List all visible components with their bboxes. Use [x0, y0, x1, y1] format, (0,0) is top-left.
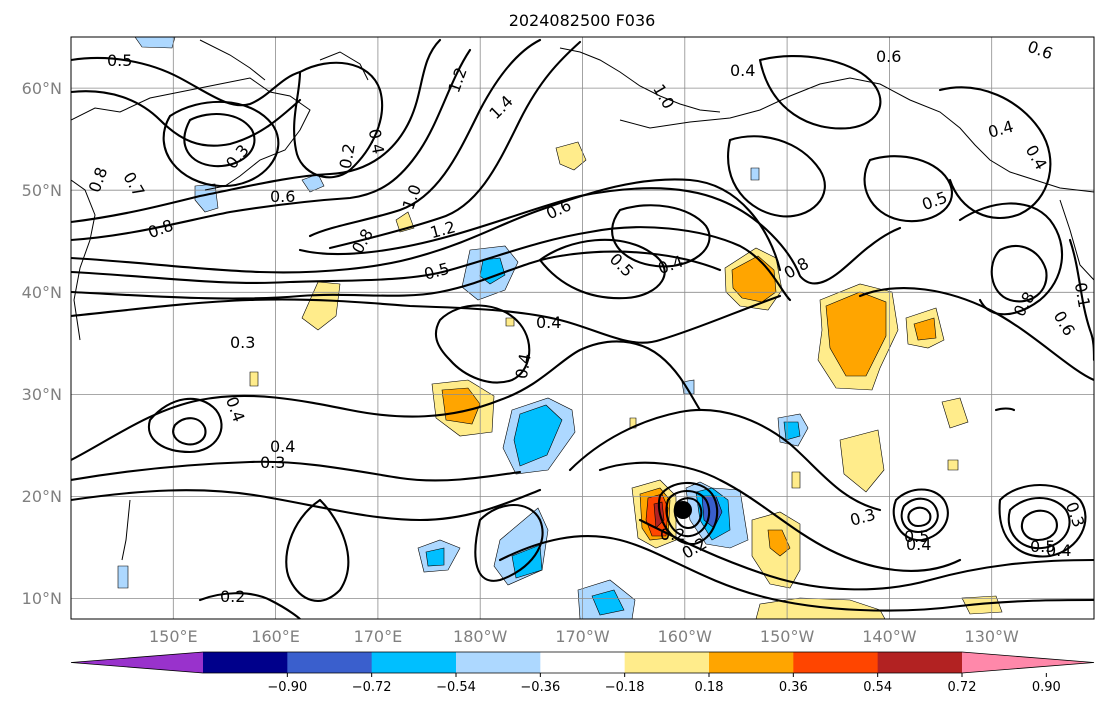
contour-lines	[71, 38, 1094, 619]
contour-label: 0.2	[660, 525, 685, 544]
lon-tick-label: 170°W	[555, 627, 610, 646]
coastlines	[71, 39, 1094, 561]
colorbar-tick-label: 0.72	[948, 680, 977, 695]
contour-label: 0.6	[876, 47, 901, 66]
lat-tick-label: 10°N	[22, 589, 62, 608]
colorbar-swatch	[709, 652, 794, 673]
colorbar-tick-label: −0.36	[520, 680, 560, 695]
map-title: 2024082500 F036	[509, 11, 656, 30]
contour-label: 0.5	[1030, 537, 1055, 556]
colorbar-swatch	[287, 652, 373, 673]
colorbar-swatch	[203, 652, 288, 673]
lon-tick-label: 150°E	[149, 627, 198, 646]
lon-tick-label: 180°W	[453, 627, 508, 646]
contour-label: 0.4	[730, 61, 755, 80]
lat-tick-label: 60°N	[22, 79, 62, 98]
colorbar-swatch	[624, 652, 710, 673]
colorbar-tick-label: −0.72	[352, 680, 392, 695]
contour-label: 0.2	[336, 142, 359, 170]
contour-label: 0.4	[512, 352, 535, 380]
contour-label: 0.5	[107, 51, 132, 70]
colorbar-swatch	[877, 652, 963, 673]
colorbar-tick-label: −0.90	[267, 680, 307, 695]
colorbar-tick-label: −0.54	[436, 680, 476, 695]
map-frame	[70, 36, 1095, 620]
lon-axis: 150°E 160°E 170°E 180°W 170°W 160°W 150°…	[149, 627, 1019, 646]
lon-tick-label: 170°E	[354, 627, 403, 646]
lat-tick-label: 40°N	[22, 283, 62, 302]
lon-tick-label: 150°W	[760, 627, 815, 646]
map-plot-area	[71, 37, 1094, 619]
contour-label: 0.3	[260, 453, 285, 472]
lon-tick-label: 160°E	[251, 627, 300, 646]
gridlines	[71, 37, 1094, 619]
contour-label: 0.4	[1046, 541, 1071, 560]
contour-label: 0.4	[906, 535, 931, 554]
colorbar-over-extension	[962, 652, 1094, 673]
contour-label: 0.2	[220, 587, 245, 606]
lon-tick-label: 140°W	[862, 627, 917, 646]
lon-tick-label: 160°W	[658, 627, 713, 646]
colorbar-tick-label: −0.18	[605, 680, 645, 695]
contour-label: 0.5	[904, 527, 929, 546]
lon-tick-label: 130°W	[965, 627, 1020, 646]
lat-tick-label: 20°N	[22, 487, 62, 506]
lat-axis: 10°N 20°N 30°N 40°N 50°N 60°N	[22, 79, 62, 608]
colorbar-tick-label: 0.54	[863, 680, 892, 695]
contour-label: 0.4	[270, 437, 295, 456]
contour-label: 0.4	[536, 313, 561, 332]
colorbar-swatch	[540, 652, 626, 673]
colorbar-swatch	[456, 652, 541, 673]
contour-label: 0.6	[270, 187, 295, 206]
colorbar-swatch	[793, 652, 879, 673]
lat-tick-label: 30°N	[22, 385, 62, 404]
colorbar-tick-label: 0.18	[695, 680, 724, 695]
colorbar-tick-label: 0.90	[1032, 680, 1061, 695]
lat-tick-label: 50°N	[22, 181, 62, 200]
colorbar: −0.90 −0.72 −0.54 −0.36 −0.18 0.18 0.36 0.54 0.7…	[70, 651, 1095, 695]
colorbar-under-extension	[71, 652, 203, 673]
contour-label: 0.4	[365, 127, 388, 155]
storm-center-marker	[674, 501, 692, 519]
contour-label: 0.3	[230, 333, 255, 352]
colorbar-swatch	[371, 652, 457, 673]
contour-label: 0.1	[1071, 281, 1094, 309]
colorbar-tick-label: 0.36	[779, 680, 808, 695]
colorbar-outline	[70, 651, 1095, 674]
